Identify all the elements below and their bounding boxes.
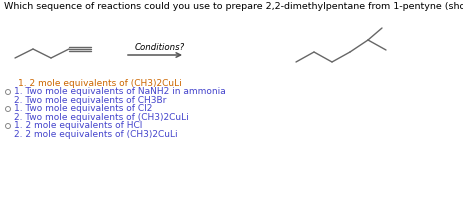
Text: Which sequence of reactions could you use to prepare 2,2-dimethylpentane from 1-: Which sequence of reactions could you us… bbox=[4, 2, 463, 11]
Text: 2. 2 mole equivalents of (CH3)2CuLi: 2. 2 mole equivalents of (CH3)2CuLi bbox=[14, 130, 178, 139]
Text: 2. Two mole equivalents of (CH3)2CuLi: 2. Two mole equivalents of (CH3)2CuLi bbox=[14, 113, 189, 122]
Text: 1. 2 mole equivalents of HCl: 1. 2 mole equivalents of HCl bbox=[14, 121, 143, 130]
Text: 1. Two mole equivalents of Cl2: 1. Two mole equivalents of Cl2 bbox=[14, 104, 152, 113]
Text: 1. Two mole equivalents of NaNH2 in ammonia: 1. Two mole equivalents of NaNH2 in ammo… bbox=[14, 87, 226, 96]
Text: 1. 2 mole equivalents of (CH3)2CuLi: 1. 2 mole equivalents of (CH3)2CuLi bbox=[18, 79, 182, 88]
Text: Conditions?: Conditions? bbox=[135, 43, 185, 52]
Text: 2. Two mole equivalents of CH3Br: 2. Two mole equivalents of CH3Br bbox=[14, 96, 166, 105]
